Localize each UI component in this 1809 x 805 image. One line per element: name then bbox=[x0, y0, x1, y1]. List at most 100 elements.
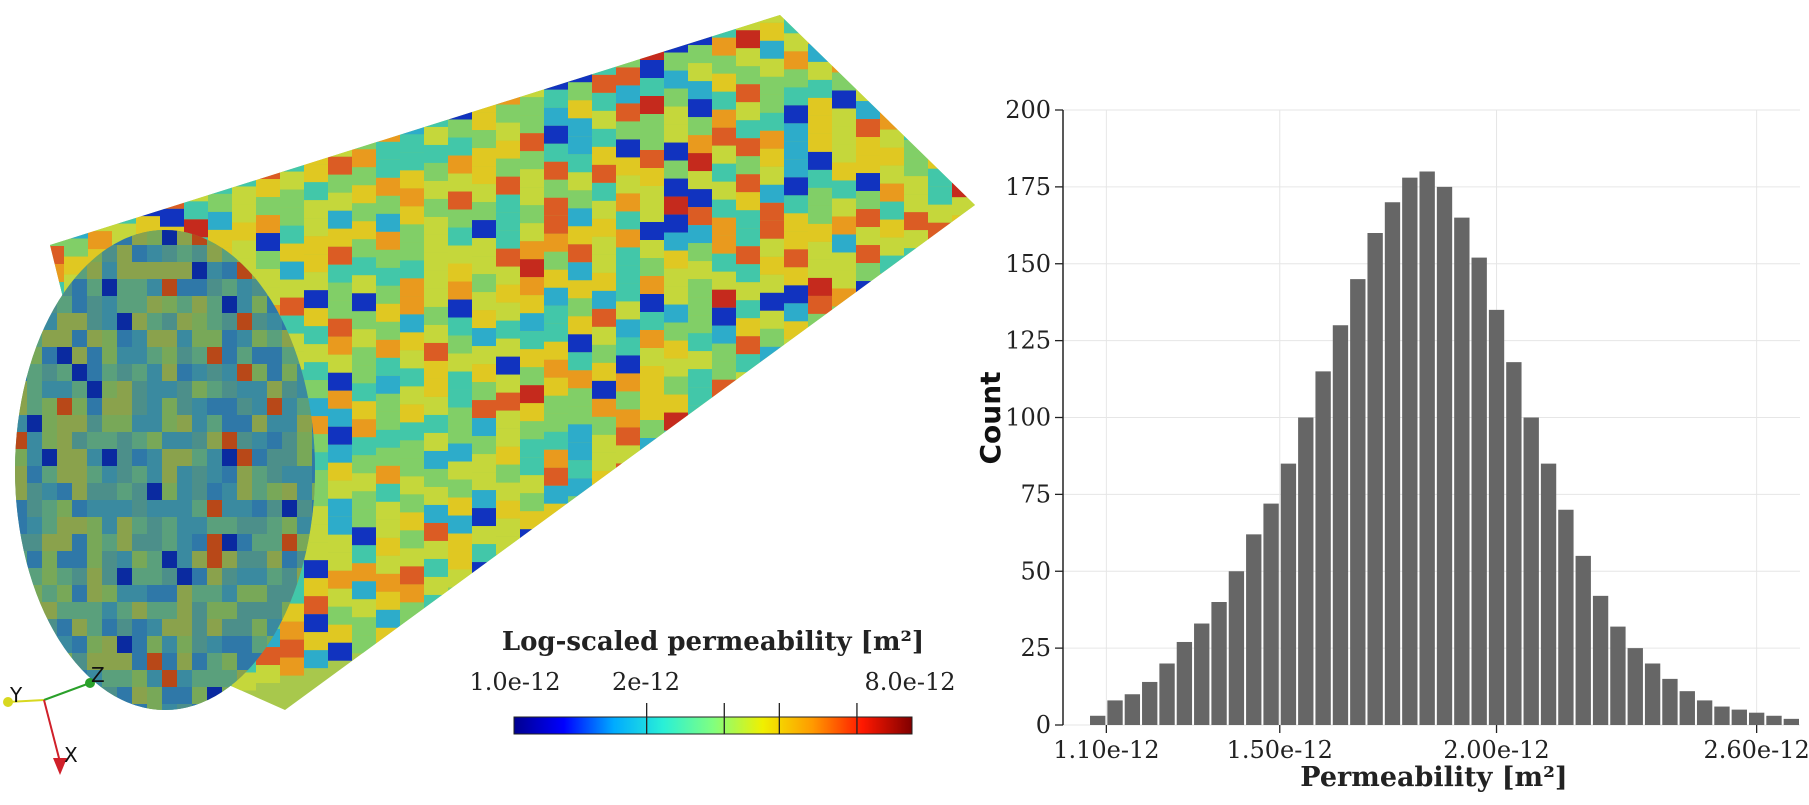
voxel-cell bbox=[42, 636, 57, 653]
voxel-cell bbox=[640, 384, 664, 402]
voxel-cell bbox=[237, 415, 252, 432]
voxel-cell bbox=[328, 156, 352, 175]
voxel-cell bbox=[568, 226, 592, 245]
voxel-cell bbox=[160, 64, 184, 83]
voxel-cell bbox=[72, 602, 87, 619]
voxel-cell bbox=[856, 15, 880, 30]
voxel-cell bbox=[832, 198, 856, 217]
voxel-cell bbox=[736, 156, 760, 175]
voxel-cell bbox=[376, 537, 400, 556]
voxel-cell bbox=[664, 448, 688, 467]
voxel-cell bbox=[15, 449, 27, 466]
voxel-cell bbox=[376, 123, 400, 142]
voxel-cell bbox=[664, 304, 688, 323]
voxel-cell bbox=[400, 134, 424, 153]
voxel-cell bbox=[328, 462, 352, 481]
voxel-cell bbox=[496, 104, 520, 123]
voxel-cell bbox=[808, 493, 832, 512]
voxel-cell bbox=[808, 439, 832, 458]
voxel-cell bbox=[87, 381, 102, 398]
voxel-cell bbox=[904, 212, 928, 231]
voxel-cell bbox=[496, 464, 520, 483]
voxel-cell bbox=[496, 410, 520, 429]
voxel-cell bbox=[112, 115, 136, 134]
voxel-cell bbox=[616, 103, 640, 122]
voxel-cell bbox=[27, 568, 42, 585]
voxel-cell bbox=[856, 299, 880, 318]
voxel-cell bbox=[237, 296, 252, 313]
voxel-cell bbox=[664, 214, 688, 233]
voxel-cell bbox=[15, 551, 27, 568]
voxel-cell bbox=[568, 244, 592, 263]
voxel-cell bbox=[102, 296, 117, 313]
voxel-cell bbox=[222, 432, 237, 449]
voxel-cell bbox=[664, 106, 688, 125]
voxel-cell bbox=[267, 534, 282, 551]
voxel-cell bbox=[252, 415, 267, 432]
voxel-cell bbox=[664, 16, 688, 35]
y-tick-label: 125 bbox=[1005, 327, 1051, 355]
voxel-cell bbox=[192, 500, 207, 517]
voxel-cell bbox=[928, 330, 952, 349]
x-tick-label: 1.50e-12 bbox=[1227, 736, 1333, 764]
voxel-cell bbox=[252, 466, 267, 483]
voxel-cell bbox=[712, 235, 736, 254]
voxel-cell bbox=[400, 15, 424, 27]
voxel-cell bbox=[102, 534, 117, 551]
voxel-cell bbox=[880, 111, 904, 130]
voxel-cell bbox=[376, 159, 400, 178]
voxel-cell bbox=[252, 568, 267, 585]
voxel-cell bbox=[640, 312, 664, 330]
voxel-cell bbox=[616, 391, 640, 410]
voxel-cell bbox=[760, 220, 784, 239]
voxel-cell bbox=[117, 296, 132, 313]
voxel-cell bbox=[208, 139, 232, 158]
voxel-cell bbox=[808, 169, 832, 188]
voxel-cell bbox=[976, 172, 1000, 190]
voxel-cell bbox=[496, 284, 520, 303]
voxel-cell bbox=[592, 326, 616, 345]
voxel-cell bbox=[832, 378, 856, 397]
voxel-cell bbox=[352, 95, 376, 114]
voxel-cell bbox=[904, 446, 928, 465]
voxel-cell bbox=[304, 0, 328, 2]
voxel-cell bbox=[736, 408, 760, 427]
voxel-cell bbox=[712, 37, 736, 56]
voxel-cell bbox=[64, 112, 88, 131]
voxel-cell bbox=[832, 324, 856, 343]
histogram-y-axis-title: Count bbox=[974, 371, 1007, 464]
voxel-cell bbox=[664, 268, 688, 287]
voxel-cell bbox=[712, 73, 736, 92]
voxel-cell bbox=[904, 50, 928, 69]
histogram-bar bbox=[1298, 417, 1314, 725]
voxel-cell bbox=[544, 359, 568, 378]
voxel-cell bbox=[520, 223, 544, 242]
voxel-cell bbox=[87, 398, 102, 415]
voxel-cell bbox=[688, 81, 712, 100]
voxel-cell bbox=[177, 483, 192, 500]
voxel-cell bbox=[102, 687, 117, 704]
voxel-cell bbox=[616, 337, 640, 356]
voxel-cell bbox=[904, 176, 928, 195]
voxel-cell bbox=[132, 398, 147, 415]
voxel-cell bbox=[27, 432, 42, 449]
voxel-cell bbox=[192, 704, 207, 710]
voxel-cell bbox=[496, 554, 520, 573]
voxel-cell bbox=[177, 432, 192, 449]
voxel-cell bbox=[102, 279, 117, 296]
voxel-cell bbox=[424, 18, 448, 37]
voxel-cell bbox=[544, 161, 568, 180]
voxel-cell bbox=[688, 243, 712, 262]
voxel-cell bbox=[424, 108, 448, 127]
voxel-cell bbox=[616, 121, 640, 140]
voxel-cell bbox=[72, 653, 87, 670]
voxel-cell bbox=[64, 202, 88, 221]
voxel-cell bbox=[147, 296, 162, 313]
voxel-cell bbox=[42, 568, 57, 585]
voxel-cell bbox=[72, 381, 87, 398]
voxel-cell bbox=[162, 619, 177, 636]
voxel-cell bbox=[208, 67, 232, 86]
voxel-cell bbox=[160, 0, 184, 11]
voxel-cell bbox=[112, 97, 136, 116]
voxel-cell bbox=[304, 578, 328, 597]
